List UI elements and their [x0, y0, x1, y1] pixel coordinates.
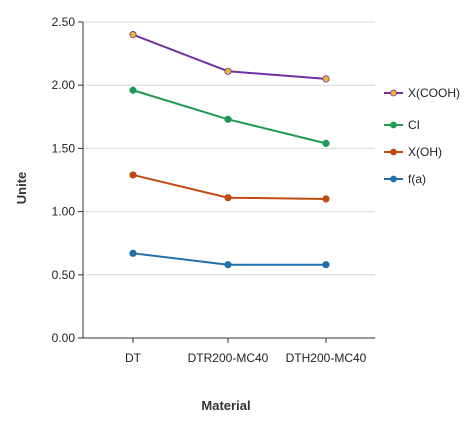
legend-item: f(a) — [384, 172, 426, 186]
legend-item: X(OH) — [384, 145, 442, 159]
legend-label: f(a) — [408, 172, 426, 186]
data-point — [224, 261, 232, 269]
data-point — [224, 115, 232, 123]
legend: X(COOH) CI X(OH) f(a) — [384, 86, 460, 186]
data-point — [322, 75, 330, 83]
gridlines — [83, 21, 375, 276]
series-group — [129, 31, 330, 269]
y-tick-label: 2.50 — [52, 15, 76, 29]
x-axis-title: Material — [201, 398, 250, 413]
legend-swatch-marker — [390, 148, 397, 156]
data-point — [224, 67, 232, 75]
legend-item: X(COOH) — [384, 86, 460, 100]
y-tick-label: 0.50 — [52, 268, 76, 282]
x-tick-label: DTR200-MC40 — [188, 351, 269, 365]
y-tick-label: 1.50 — [52, 141, 76, 155]
y-tick-label: 0.00 — [52, 331, 76, 345]
data-point — [129, 86, 137, 94]
data-point — [322, 195, 330, 203]
legend-label: X(COOH) — [408, 86, 460, 100]
y-tick-label: 1.00 — [52, 205, 76, 219]
x-axis-ticks: DT DTR200-MC40 DTH200-MC40 — [125, 338, 367, 365]
legend-label: CI — [408, 118, 420, 132]
legend-swatch-marker — [390, 121, 397, 129]
y-tick-label: 2.00 — [52, 78, 76, 92]
data-point — [322, 139, 330, 147]
series-2 — [129, 171, 330, 203]
data-point — [322, 261, 330, 269]
series-3 — [129, 249, 330, 269]
data-point — [129, 249, 137, 257]
legend-item: CI — [384, 118, 420, 132]
y-axis-ticks: 0.00 0.50 1.00 1.50 2.00 2.50 — [52, 15, 83, 345]
legend-swatch-marker — [390, 89, 397, 97]
y-axis-title: Unite — [14, 172, 29, 205]
data-point — [224, 194, 232, 202]
series-1 — [129, 86, 330, 147]
legend-swatch-marker — [390, 175, 397, 183]
x-tick-label: DT — [125, 351, 142, 365]
legend-label: X(OH) — [408, 145, 442, 159]
series-0 — [129, 31, 330, 83]
data-point — [129, 31, 137, 39]
data-point — [129, 171, 137, 179]
x-tick-label: DTH200-MC40 — [286, 351, 367, 365]
